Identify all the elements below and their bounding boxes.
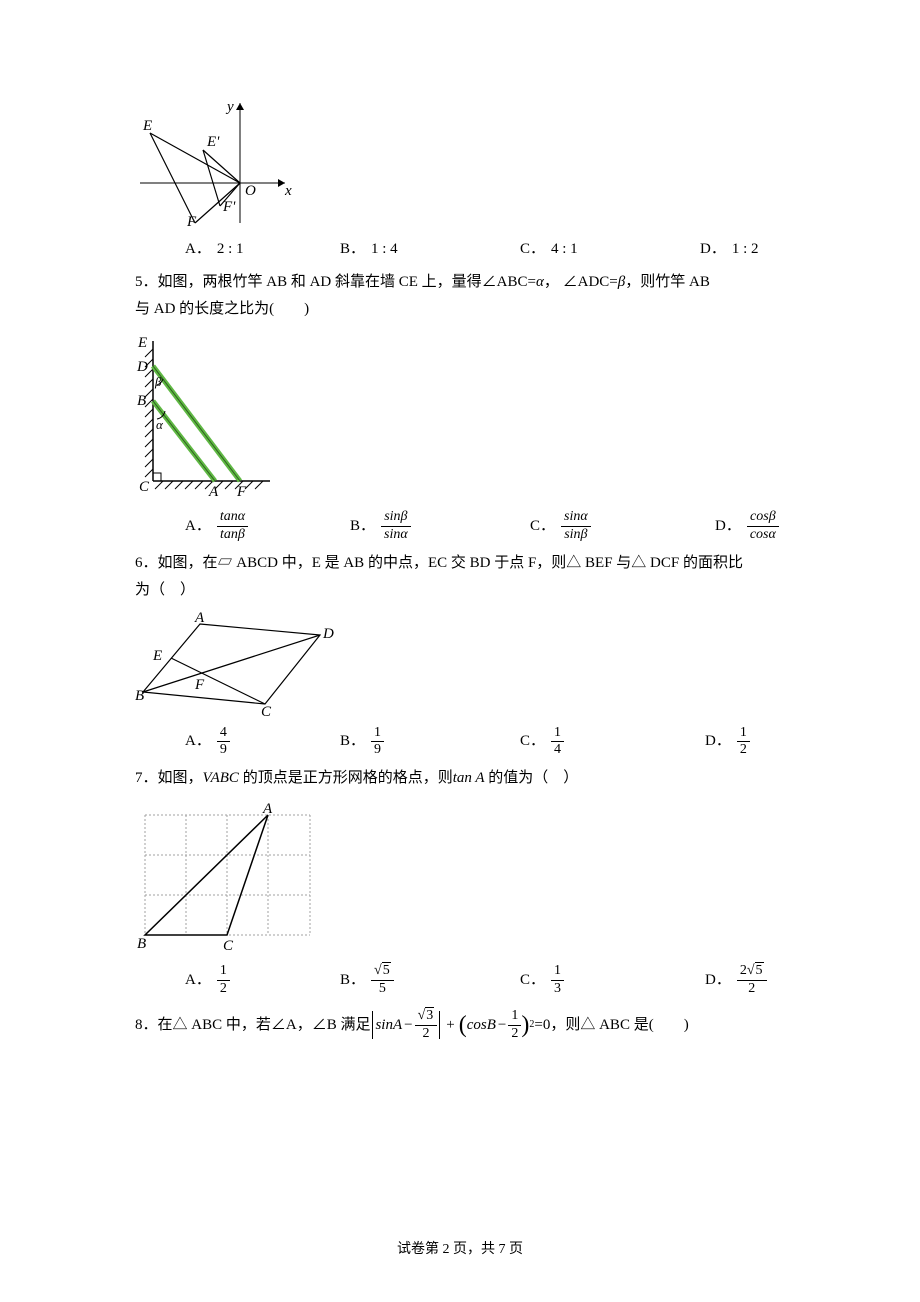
abs-expr: sinA − √32 — [370, 1008, 442, 1043]
q7-text1: 如图， — [158, 770, 203, 786]
q7: 7．如图，VABC 的顶点是正方形网格的格点，则tan A 的值为（ ） — [135, 765, 795, 792]
label-E6: E — [152, 648, 162, 664]
paren-expr: ( cosB − 12 ) 2 — [459, 1008, 535, 1043]
q7-text2: 的顶点是正方形网格的格点，则 — [239, 770, 453, 786]
q7-option-B: B． √55 — [340, 963, 520, 998]
label-B5: B — [137, 393, 146, 409]
q7-index: 7． — [135, 770, 158, 786]
label-A5: A — [208, 484, 219, 500]
q4-option-B: B． 1 : 4 — [340, 236, 520, 263]
q6-text2: 为（ ） — [135, 577, 795, 604]
q6-option-A: A． 49 — [185, 725, 340, 760]
q4-figure: E E' F F' O x y — [135, 98, 795, 228]
label-Ep: E' — [206, 134, 220, 150]
q5-options: A． tanαtanβ B． sinβsinα C． sinαsinβ D． c… — [135, 509, 795, 544]
q7-tanA: tan A — [453, 770, 485, 786]
q5-text1: 如图，两根竹竿 AB 和 AD 斜靠在墙 CE 上，量得∠ABC= — [158, 274, 536, 290]
label-O: O — [245, 183, 256, 199]
label-C7: C — [223, 938, 234, 954]
q7-figure: A B C — [135, 800, 795, 955]
q7-options: A． 12 B． √55 C． 13 D． 2√52 — [135, 963, 795, 998]
label-D6: D — [322, 626, 334, 642]
q6-figure: A B C D E F — [135, 612, 795, 717]
q5-figure: E D B C A F α β — [135, 331, 795, 501]
q6-option-C: C． 14 — [520, 725, 705, 760]
q7-text3: 的值为（ ） — [485, 770, 579, 786]
q5-text3: ，则竹竿 AB — [625, 274, 710, 290]
label-E5: E — [137, 335, 147, 351]
page-footer: 试卷第 2 页，共 7 页 — [0, 1237, 920, 1262]
q4-option-C: C． 4 : 1 — [520, 236, 700, 263]
q6-options: A． 49 B． 19 C． 14 D． 12 — [135, 725, 795, 760]
q6-index: 6． — [135, 555, 158, 571]
q8-index: 8． — [135, 1012, 158, 1039]
label-F: F — [186, 214, 197, 228]
q5-option-C: C． sinαsinβ — [530, 509, 715, 544]
q4-options: A． 2 : 1 B． 1 : 4 C． 4 : 1 D． 1 : 2 — [135, 236, 795, 263]
q7-tri-sym: V — [203, 770, 211, 786]
q5-text4: 与 AD 的长度之比为( ) — [135, 296, 795, 323]
q5-text2: ， ∠ADC= — [544, 274, 618, 290]
q7-tri-text: ABC — [211, 770, 239, 786]
q8-text1: 在△ ABC 中，若∠A，∠B 满足 — [158, 1012, 371, 1039]
label-B7: B — [137, 936, 146, 952]
label-B6: B — [135, 688, 144, 704]
label-C6: C — [261, 704, 272, 717]
q4-option-D: D． 1 : 2 — [700, 236, 820, 263]
q6: 6．如图，在▱ ABCD 中，E 是 AB 的中点，EC 交 BD 于点 F，则… — [135, 550, 795, 577]
q8-eq: =0，则△ ABC 是( ) — [534, 1012, 688, 1039]
q6-option-D: D． 12 — [705, 725, 825, 760]
label-F6: F — [194, 677, 205, 693]
label-A7: A — [262, 801, 273, 817]
q5-option-A: A． tanαtanβ — [185, 509, 350, 544]
q7-option-C: C． 13 — [520, 963, 705, 998]
q5-alpha: α — [536, 274, 544, 290]
label-D5: D — [136, 359, 148, 375]
label-y: y — [225, 99, 234, 115]
q6-option-B: B． 19 — [340, 725, 520, 760]
label-A6: A — [194, 612, 205, 626]
label-E: E — [142, 118, 152, 134]
label-F5: F — [236, 484, 247, 500]
label-alpha5: α — [156, 417, 164, 432]
q5-option-B: B． sinβsinα — [350, 509, 530, 544]
q7-option-A: A． 12 — [185, 963, 340, 998]
label-beta5: β — [154, 374, 162, 389]
q6-text1: 如图，在▱ ABCD 中，E 是 AB 的中点，EC 交 BD 于点 F，则△ … — [158, 555, 743, 571]
q7-option-D: D． 2√52 — [705, 963, 825, 998]
q5-option-D: D． cosβcosα — [715, 509, 835, 544]
q5: 5．如图，两根竹竿 AB 和 AD 斜靠在墙 CE 上，量得∠ABC=α， ∠A… — [135, 269, 795, 296]
q5-index: 5． — [135, 274, 158, 290]
q8: 8． 在△ ABC 中，若∠A，∠B 满足 sinA − √32 + ( cos… — [135, 1008, 795, 1043]
label-Fp: F' — [222, 199, 236, 215]
label-x: x — [284, 183, 292, 199]
q4-option-A: A． 2 : 1 — [185, 236, 340, 263]
label-C5: C — [139, 479, 150, 495]
